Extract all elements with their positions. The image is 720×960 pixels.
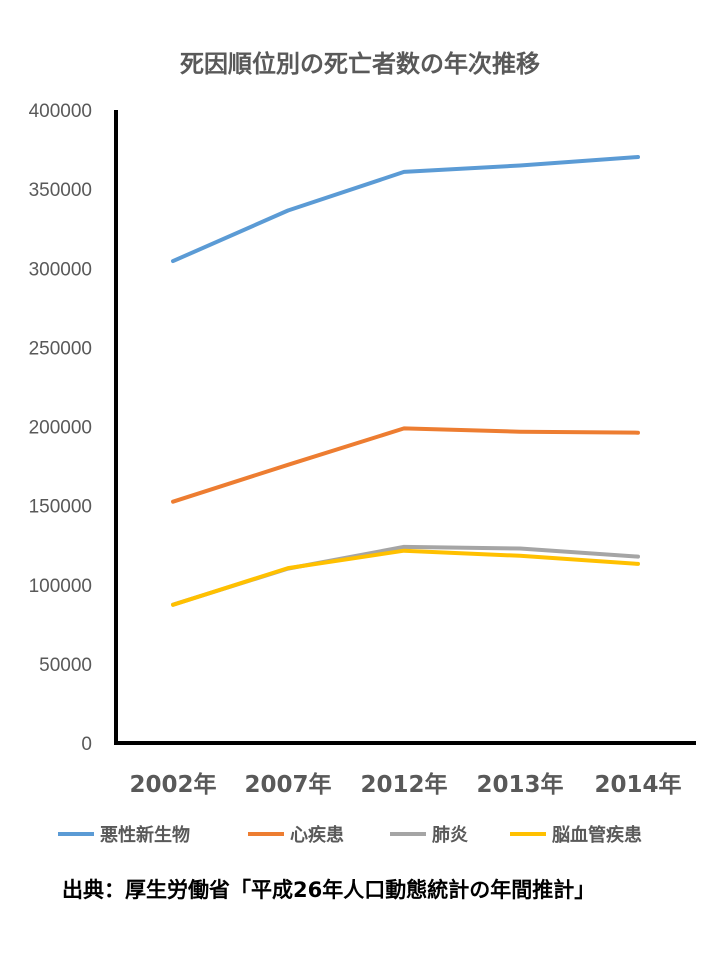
y-tick-label: 300000: [29, 259, 92, 280]
y-tick-label: 50000: [39, 655, 92, 676]
y-tick-label: 250000: [29, 338, 92, 359]
y-tick-label: 200000: [29, 418, 92, 439]
legend: 悪性新生物 心疾患 肺炎 脳血管疾患: [58, 824, 642, 846]
series-line-3: [171, 548, 640, 607]
legend-label: 脳血管疾患: [552, 824, 642, 846]
y-axis-ticks: 0 50000 100000 150000 200000 250000 300000 3500…: [29, 101, 92, 755]
series-line-0: [171, 155, 640, 264]
series-line-2: [171, 544, 640, 607]
source-note: 出典：厚生労働省「平成26年人口動態統計の年間推計」: [62, 878, 596, 902]
x-axis-ticks: 2002年 2007年 2012年 2013年 2014年: [129, 771, 681, 798]
x-tick-label: 2007年: [244, 771, 331, 798]
series-line-1: [171, 426, 640, 504]
y-tick-label: 0: [81, 734, 92, 755]
y-tick-label: 150000: [29, 497, 92, 518]
x-tick-label: 2014年: [594, 771, 681, 798]
legend-label: 肺炎: [432, 825, 468, 846]
x-tick-label: 2002年: [129, 771, 216, 798]
series-lines: [171, 155, 640, 607]
y-tick-label: 350000: [29, 180, 92, 201]
x-tick-label: 2013年: [476, 771, 563, 798]
legend-label: 悪性新生物: [100, 824, 190, 846]
y-tick-label: 400000: [29, 101, 92, 122]
legend-label: 心疾患: [290, 824, 344, 846]
chart-title: 死因順位別の死亡者数の年次推移: [180, 50, 540, 78]
y-tick-label: 100000: [29, 576, 92, 597]
x-tick-label: 2012年: [360, 771, 447, 798]
